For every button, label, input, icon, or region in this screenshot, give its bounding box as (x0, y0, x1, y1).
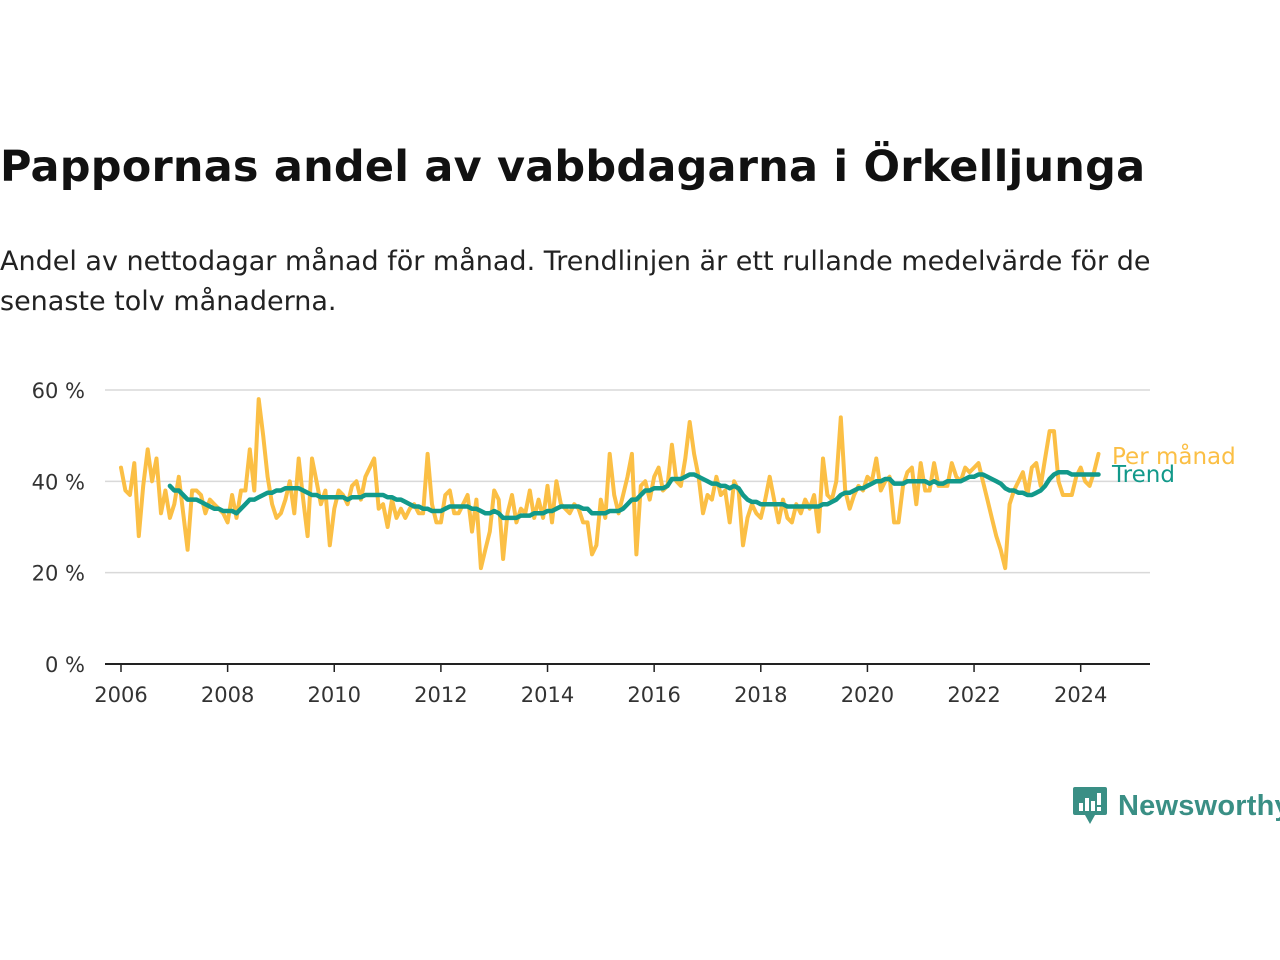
x-tick-label: 2008 (201, 683, 254, 707)
series-line-per-manad (119, 397, 1101, 571)
series-label-per-manad: Per månad (1112, 442, 1236, 470)
y-tick-label: 0 % (45, 653, 85, 677)
x-tick-label: 2020 (841, 683, 894, 707)
x-tick-label: 2022 (947, 683, 1000, 707)
x-tick-label: 2014 (521, 683, 574, 707)
x-tick-label: 2010 (308, 683, 361, 707)
x-tick-label: 2016 (627, 683, 680, 707)
series-label-trend: Trend (1111, 462, 1175, 488)
series-layer (119, 397, 1101, 571)
line-chart: 0 % 20 % 40 % 60 % 2006 2008 2010 2012 2014 2016… (32, 379, 1236, 707)
y-tick-label: 40 % (32, 470, 85, 494)
x-axis: 2006 2008 2010 2012 2014 2016 2018 2020 2022 2024 (94, 663, 1150, 707)
x-tick-label: 2018 (734, 683, 787, 707)
chart-subtitle: Andel av nettodagar månad för månad. Tre… (0, 246, 1151, 317)
newsworthy-logo-icon (1073, 787, 1107, 824)
brand-logo: Newsworthy (1072, 785, 1280, 827)
brand-name: Newsworthy (1118, 789, 1280, 822)
chart-title: Pappornas andel av vabbdagarna i Örkellj… (0, 142, 1146, 192)
series-line-trend (167, 469, 1101, 521)
x-tick-label: 2012 (414, 683, 467, 707)
x-tick-label: 2024 (1054, 683, 1107, 707)
y-axis-ticks: 0 % 20 % 40 % 60 % (32, 379, 85, 677)
y-tick-label: 20 % (32, 562, 85, 586)
x-tick-label: 2006 (94, 683, 147, 707)
y-tick-label: 60 % (32, 379, 85, 403)
